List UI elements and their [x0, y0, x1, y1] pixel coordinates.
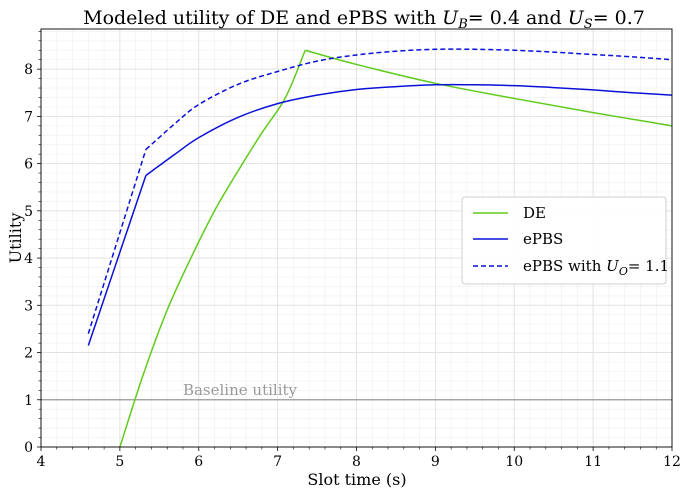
y-tick-label: 5 — [24, 204, 33, 220]
title-ub-sub: B — [457, 17, 468, 32]
x-tick-label: 5 — [115, 454, 124, 470]
baseline-label: Baseline utility — [183, 381, 298, 399]
x-tick-label: 4 — [37, 454, 46, 470]
series-line-0-seg-0 — [119, 49, 306, 448]
series-line-1-seg-0 — [87, 175, 147, 346]
y-tick-label: 8 — [24, 62, 33, 78]
legend-uo-symbol: U — [606, 257, 620, 275]
x-tick-label: 9 — [431, 454, 440, 470]
y-tick-label: 0 — [24, 440, 33, 456]
legend-label-de: DE — [523, 204, 546, 222]
x-tick-label: 7 — [273, 454, 282, 470]
chart-title: Modeled utility of DE and ePBS with UB= … — [83, 7, 645, 32]
series-line-2-seg-0 — [87, 149, 147, 334]
series-line-1-seg-1 — [145, 83, 673, 177]
y-tick-label: 2 — [24, 346, 33, 362]
series-layer — [87, 48, 673, 448]
legend: DE ePBS ePBS with UO= 1.1 — [461, 196, 669, 285]
y-tick-label: 1 — [24, 393, 33, 409]
legend-label-epbs-uo-text: ePBS with — [523, 257, 602, 275]
legend-label-epbs: ePBS — [523, 230, 563, 248]
legend-uo-sub: O — [619, 265, 628, 278]
y-tick-label: 4 — [24, 251, 33, 267]
title-joiner: and — [526, 7, 562, 29]
title-ub-value: = 0.4 — [468, 7, 520, 29]
baseline-layer: Baseline utility — [41, 381, 672, 401]
x-tick-label: 12 — [663, 454, 681, 470]
x-tick-label: 11 — [584, 454, 602, 470]
chart-title-text: Modeled utility of DE and ePBS with — [83, 7, 436, 29]
x-axis-title: Slot time (s) — [307, 470, 406, 489]
x-tick-label: 6 — [194, 454, 203, 470]
series-line-2-seg-1 — [145, 48, 673, 151]
x-tick-label: 8 — [352, 454, 361, 470]
title-us-sub: S — [584, 17, 593, 32]
title-us-symbol: U — [568, 7, 585, 29]
title-ub-symbol: U — [442, 7, 459, 29]
y-tick-label: 7 — [24, 109, 33, 125]
legend-label-epbs-uo: ePBS with UO= 1.1 — [523, 257, 669, 278]
y-tick-label: 6 — [24, 157, 33, 173]
title-us-value: = 0.7 — [593, 7, 645, 29]
x-tick-label: 10 — [505, 454, 523, 470]
y-axis-title: Utility — [6, 213, 25, 264]
series-line-0-seg-1 — [305, 49, 673, 127]
legend-box — [461, 196, 667, 285]
y-tick-label: 3 — [24, 298, 33, 314]
legend-uo-value: = 1.1 — [628, 257, 669, 275]
plot-frame — [40, 28, 673, 448]
